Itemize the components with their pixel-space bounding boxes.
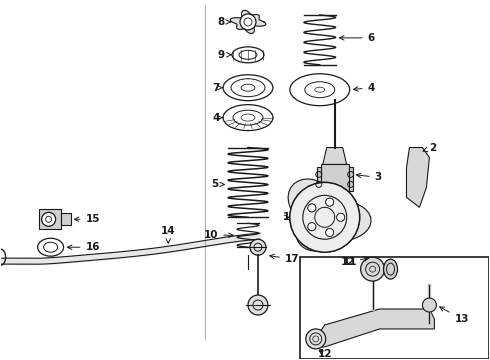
- Text: 10: 10: [203, 230, 233, 240]
- Circle shape: [308, 204, 316, 212]
- Ellipse shape: [384, 259, 397, 279]
- Text: 11: 11: [343, 257, 357, 267]
- Text: 12: 12: [318, 349, 332, 359]
- Circle shape: [337, 213, 344, 221]
- Polygon shape: [230, 10, 266, 33]
- Text: 2: 2: [423, 143, 437, 153]
- Polygon shape: [323, 148, 346, 165]
- Polygon shape: [39, 209, 61, 229]
- Circle shape: [326, 229, 334, 237]
- Circle shape: [290, 183, 360, 252]
- Circle shape: [337, 213, 344, 221]
- Circle shape: [308, 223, 316, 231]
- Circle shape: [42, 212, 55, 226]
- Text: 16: 16: [68, 242, 100, 252]
- Text: 1: 1: [283, 212, 290, 222]
- Text: 4: 4: [213, 113, 223, 123]
- Text: 15: 15: [74, 214, 100, 224]
- Polygon shape: [317, 167, 321, 192]
- Bar: [300, 257, 489, 359]
- Polygon shape: [321, 165, 349, 194]
- Circle shape: [308, 204, 316, 212]
- Text: 6: 6: [340, 33, 375, 43]
- Polygon shape: [288, 179, 371, 251]
- Text: 12: 12: [341, 257, 369, 267]
- Circle shape: [326, 198, 334, 206]
- Polygon shape: [407, 148, 429, 207]
- Text: 9: 9: [218, 50, 231, 60]
- Text: 5: 5: [211, 179, 224, 189]
- Circle shape: [308, 223, 316, 231]
- Circle shape: [361, 257, 385, 281]
- Circle shape: [326, 229, 334, 237]
- Circle shape: [248, 295, 268, 315]
- Polygon shape: [310, 309, 435, 347]
- Text: 17: 17: [270, 254, 299, 264]
- Text: 7: 7: [213, 83, 223, 93]
- Text: 8: 8: [218, 17, 231, 27]
- Text: 3: 3: [357, 172, 382, 183]
- Text: 4: 4: [353, 83, 375, 93]
- Circle shape: [240, 14, 256, 30]
- Polygon shape: [307, 207, 321, 214]
- Polygon shape: [349, 167, 353, 192]
- Polygon shape: [321, 194, 349, 209]
- Text: 14: 14: [161, 226, 175, 243]
- Circle shape: [306, 329, 326, 349]
- Polygon shape: [61, 213, 71, 225]
- Circle shape: [326, 198, 334, 206]
- Text: 13: 13: [440, 307, 469, 324]
- Circle shape: [422, 298, 437, 312]
- Circle shape: [250, 239, 266, 255]
- Circle shape: [290, 183, 360, 252]
